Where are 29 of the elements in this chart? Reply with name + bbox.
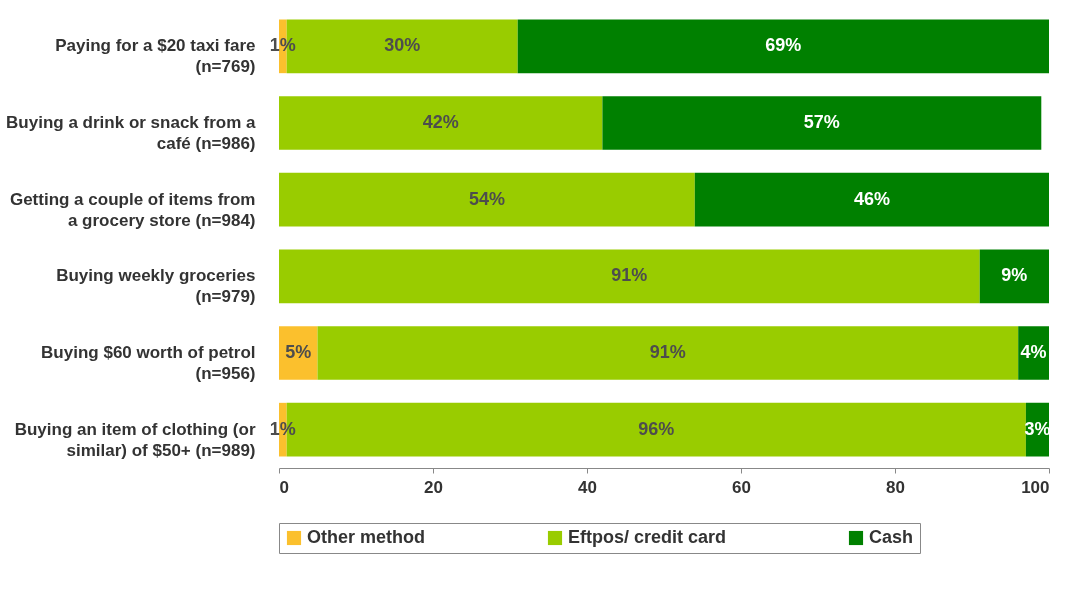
x-tick-label: 60 [732, 477, 751, 497]
y-tick-label: Getting a couple of items from a grocery store (n=984) [9, 189, 256, 230]
data-label: 46% [853, 188, 890, 209]
data-label: 69% [765, 35, 802, 56]
y-tick-label: Buying a drink or snack from a café (n=986) [6, 113, 257, 153]
x-tick-label: 40 [578, 477, 597, 497]
data-label: 30% [384, 35, 421, 56]
x-tick-label: 80 [886, 477, 905, 497]
legend-label: Eftpos/ credit card [568, 527, 727, 547]
data-label: 5% [285, 342, 312, 362]
data-label: 91% [649, 342, 686, 362]
y-tick-label: Buying weekly groceries (n=979) [56, 266, 256, 307]
x-tick-label: 100 [1021, 477, 1050, 497]
data-label: 54% [468, 188, 505, 209]
y-tick-label: Paying for a $20 taxi fare (n=769) [55, 36, 256, 77]
x-tick-label: 0 [279, 477, 289, 497]
data-label: 91% [611, 265, 648, 286]
data-label: 1% [269, 418, 296, 439]
data-label: 57% [803, 112, 840, 132]
data-label: 1% [269, 35, 296, 56]
y-tick-label: Buying an item of clothing (or similar) of $50+ (n=989) [14, 419, 256, 460]
legend-label: Cash [869, 527, 914, 547]
x-tick-label: 20 [424, 477, 443, 497]
data-label: 4% [1020, 342, 1047, 362]
legend-label: Other method [307, 527, 426, 547]
y-tick-label: Buying $60 worth of petrol (n=956) [41, 343, 256, 383]
data-label: 96% [638, 418, 675, 439]
data-label: 42% [422, 112, 459, 132]
data-label: 9% [1001, 265, 1028, 286]
